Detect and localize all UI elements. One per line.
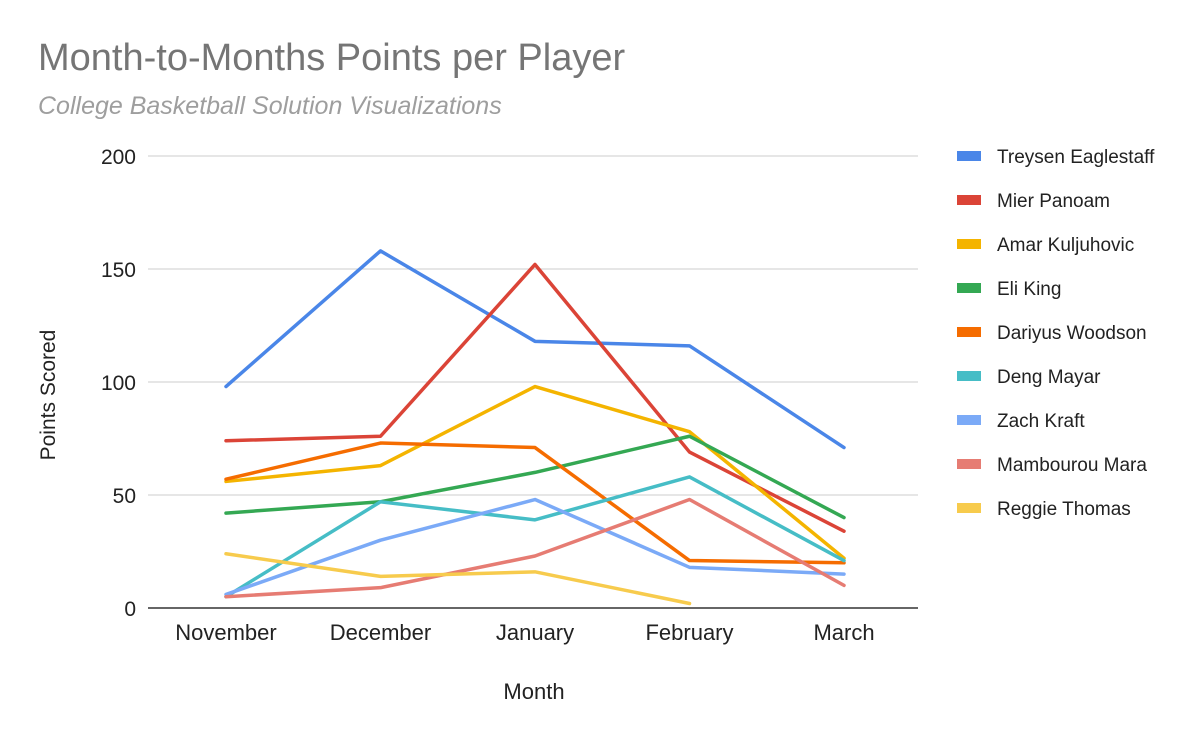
legend-label: Dariyus Woodson (997, 323, 1147, 344)
series-lines (224, 249, 846, 606)
series-line (224, 262, 846, 533)
legend-label: Deng Mayar (997, 367, 1101, 388)
legend-swatch (957, 239, 981, 249)
series-line (224, 475, 846, 599)
x-tick-label: March (813, 620, 874, 645)
grid-lines (148, 155, 918, 496)
y-axis-label: Points Scored (37, 330, 60, 461)
legend-swatch (957, 459, 981, 469)
legend-item: Zach Kraft (957, 411, 1085, 432)
series-line (224, 384, 846, 561)
legend-label: Mambourou Mara (997, 455, 1147, 476)
legend-item: Amar Kuljuhovic (957, 235, 1134, 256)
legend-item: Dariyus Woodson (957, 323, 1147, 344)
y-tick-label: 150 (101, 259, 136, 282)
legend-swatch (957, 327, 981, 337)
legend-label: Reggie Thomas (997, 499, 1131, 520)
legend-label: Mier Panoam (997, 191, 1110, 212)
series-line (224, 249, 846, 450)
legend-item: Treysen Eaglestaff (957, 147, 1155, 168)
legend-swatch (957, 503, 981, 513)
y-axis-ticks: 0 50 100 150 200 (101, 146, 136, 621)
chart-subtitle: College Basketball Solution Visualizatio… (38, 92, 502, 120)
legend-item: Mambourou Mara (957, 455, 1147, 476)
y-tick-label: 100 (101, 372, 136, 395)
legend-item: Mier Panoam (957, 191, 1110, 212)
legend-swatch (957, 283, 981, 293)
x-tick-label: February (645, 620, 733, 645)
series-line (224, 441, 846, 565)
legend-label: Amar Kuljuhovic (997, 235, 1134, 256)
legend-swatch (957, 195, 981, 205)
series-line (224, 434, 846, 520)
legend: Treysen Eaglestaff Mier Panoam Amar Kuljuh… (957, 147, 1155, 520)
legend-item: Reggie Thomas (957, 499, 1131, 520)
legend-label: Eli King (997, 279, 1061, 300)
y-tick-label: 200 (101, 146, 136, 169)
chart-title: Month-to-Months Points per Player (38, 37, 625, 79)
series-line (224, 552, 692, 606)
legend-swatch (957, 371, 981, 381)
x-tick-label: January (496, 620, 574, 645)
legend-item: Deng Mayar (957, 367, 1101, 388)
y-tick-label: 0 (124, 598, 136, 621)
series-line (224, 497, 846, 597)
legend-label: Treysen Eaglestaff (997, 147, 1155, 168)
legend-item: Eli King (957, 279, 1061, 300)
legend-swatch (957, 151, 981, 161)
x-axis-label: Month (503, 679, 564, 704)
x-axis-ticks: November December January February March (175, 620, 874, 645)
legend-swatch (957, 415, 981, 425)
x-tick-label: November (175, 620, 276, 645)
x-tick-label: December (330, 620, 431, 645)
series-line (224, 497, 846, 599)
legend-label: Zach Kraft (997, 411, 1085, 432)
y-tick-label: 50 (113, 485, 136, 508)
